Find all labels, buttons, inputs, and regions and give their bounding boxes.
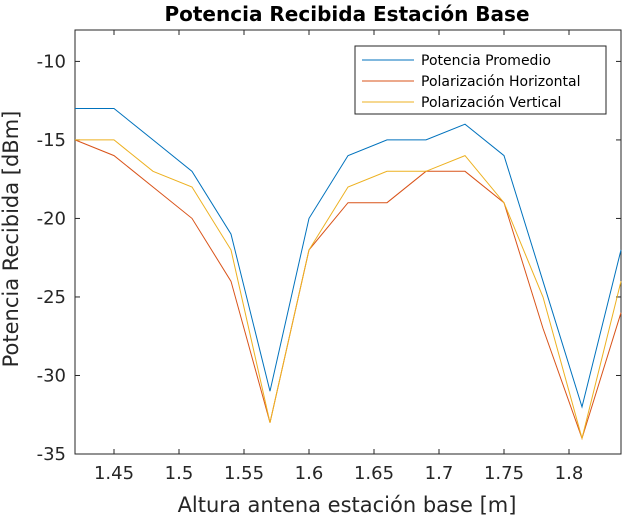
legend-entry-label: Potencia Promedio (421, 53, 551, 69)
legend: Potencia Promedio Polarización Horizontal… (354, 45, 607, 115)
series-line (74, 139, 622, 440)
legend-entry-label: Polarización Vertical (421, 95, 561, 111)
y-tick-label: -10 (37, 51, 66, 72)
y-tick-label: -25 (37, 287, 66, 308)
y-tick-label: -15 (37, 130, 66, 151)
chart-title: Potencia Recibida Estación Base (164, 2, 529, 26)
y-tick-label: -30 (37, 365, 66, 386)
series-line (75, 108, 622, 409)
y-tick-label: -35 (37, 444, 66, 465)
y-axis: -35 -30 -25 -20 -15 -10 (37, 51, 621, 465)
x-axis-label: Altura antena estación base [m] (178, 493, 517, 517)
x-axis: 1.45 1.5 1.55 1.6 1.65 1.7 1.75 1.8 (94, 30, 583, 484)
x-tick-label: 1.5 (165, 463, 194, 484)
x-tick-label: 1.45 (94, 463, 134, 484)
x-tick-label: 1.7 (425, 463, 454, 484)
x-tick-label: 1.55 (224, 463, 264, 484)
legend-box (354, 45, 607, 115)
x-tick-label: 1.8 (555, 463, 584, 484)
x-tick-label: 1.65 (354, 463, 394, 484)
y-tick-label: -20 (37, 208, 66, 229)
y-axis-label: Potencia Recibida [dBm] (0, 111, 23, 368)
series-layer (74, 108, 622, 441)
legend-entry-label: Polarización Horizontal (421, 74, 581, 90)
x-tick-label: 1.6 (295, 463, 324, 484)
series-line (75, 139, 622, 441)
x-tick-label: 1.75 (484, 463, 524, 484)
